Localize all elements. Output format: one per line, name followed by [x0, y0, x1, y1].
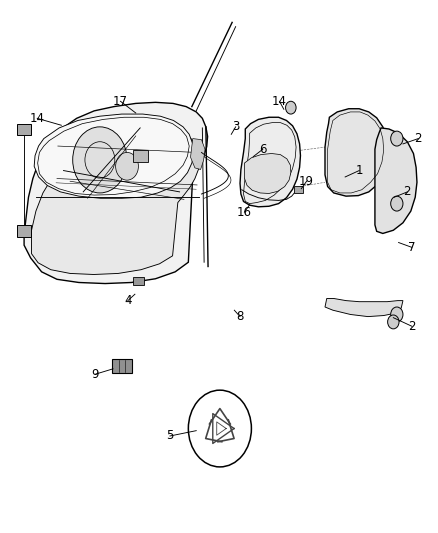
- Polygon shape: [191, 139, 205, 169]
- Polygon shape: [325, 109, 388, 196]
- Text: 9: 9: [92, 368, 99, 381]
- Text: 8: 8: [237, 310, 244, 323]
- Circle shape: [391, 307, 403, 322]
- Polygon shape: [32, 130, 200, 274]
- Text: 14: 14: [30, 112, 45, 125]
- Circle shape: [391, 131, 403, 146]
- Text: 4: 4: [124, 294, 132, 307]
- Text: 17: 17: [113, 95, 128, 108]
- Polygon shape: [24, 102, 208, 284]
- Polygon shape: [34, 114, 194, 198]
- Text: 16: 16: [237, 206, 252, 219]
- FancyBboxPatch shape: [17, 124, 31, 135]
- Text: 2: 2: [414, 132, 422, 145]
- Text: 19: 19: [299, 175, 314, 188]
- Polygon shape: [240, 117, 300, 207]
- Text: 7: 7: [408, 241, 416, 254]
- Text: 14: 14: [272, 95, 287, 108]
- Text: 2: 2: [408, 320, 416, 333]
- Circle shape: [116, 152, 138, 180]
- FancyBboxPatch shape: [133, 150, 148, 162]
- FancyBboxPatch shape: [17, 225, 31, 237]
- Circle shape: [286, 101, 296, 114]
- Circle shape: [388, 315, 399, 329]
- Text: 3: 3: [232, 120, 239, 133]
- FancyBboxPatch shape: [294, 186, 303, 193]
- FancyBboxPatch shape: [133, 277, 144, 285]
- Text: 1: 1: [355, 164, 363, 177]
- Polygon shape: [244, 154, 291, 193]
- Circle shape: [188, 390, 251, 467]
- Text: 5: 5: [166, 430, 173, 442]
- Circle shape: [73, 127, 127, 193]
- Polygon shape: [325, 298, 403, 317]
- Text: 2: 2: [403, 185, 411, 198]
- Text: 6: 6: [259, 143, 267, 156]
- Circle shape: [391, 196, 403, 211]
- Polygon shape: [217, 422, 226, 435]
- FancyBboxPatch shape: [112, 359, 132, 373]
- Polygon shape: [375, 128, 417, 233]
